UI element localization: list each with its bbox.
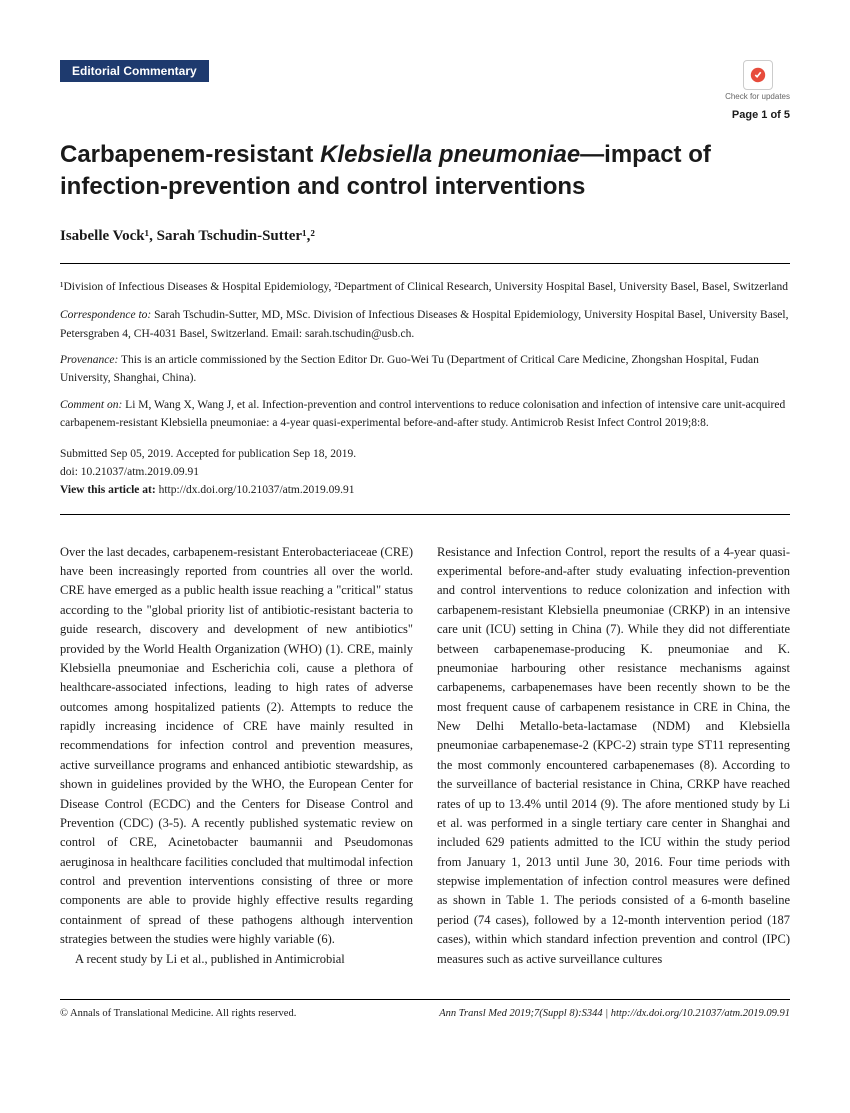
- authors: Isabelle Vock¹, Sarah Tschudin-Sutter¹,²: [60, 228, 790, 245]
- body-columns: Over the last decades, carbapenem-resist…: [60, 543, 790, 969]
- footer-copyright: © Annals of Translational Medicine. All …: [60, 1008, 296, 1019]
- page-footer: © Annals of Translational Medicine. All …: [60, 999, 790, 1019]
- affiliations: ¹Division of Infectious Diseases & Hospi…: [60, 278, 790, 296]
- check-updates-label: Check for updates: [725, 92, 790, 101]
- divider-top: [60, 263, 790, 264]
- title-part1: Carbapenem-resistant: [60, 141, 320, 168]
- page-container: Editorial Commentary Check for updates P…: [0, 0, 850, 1059]
- provenance-text: This is an article commissioned by the S…: [60, 354, 759, 384]
- category-badge: Editorial Commentary: [60, 60, 209, 82]
- correspondence-label: Correspondence to:: [60, 309, 151, 321]
- provenance-label: Provenance:: [60, 354, 118, 366]
- title-italic: Klebsiella pneumoniae: [320, 141, 580, 168]
- column-left: Over the last decades, carbapenem-resist…: [60, 543, 413, 969]
- doi-line: doi: 10.21037/atm.2019.09.91: [60, 463, 790, 481]
- divider-bottom: [60, 514, 790, 515]
- comment-on-label: Comment on:: [60, 399, 122, 411]
- publication-info: Submitted Sep 05, 2019. Accepted for pub…: [60, 445, 790, 500]
- comment-on-block: Comment on: Li M, Wang X, Wang J, et al.…: [60, 396, 790, 433]
- provenance-block: Provenance: This is an article commissio…: [60, 351, 790, 388]
- article-title: Carbapenem-resistant Klebsiella pneumoni…: [60, 139, 790, 204]
- correspondence-block: Correspondence to: Sarah Tschudin-Sutter…: [60, 306, 790, 343]
- submitted-date: Submitted Sep 05, 2019. Accepted for pub…: [60, 445, 790, 463]
- col1-para2: A recent study by Li et al., published i…: [60, 950, 413, 969]
- page-number: Page 1 of 5: [60, 109, 790, 121]
- correspondence-text: Sarah Tschudin-Sutter, MD, MSc. Division…: [60, 309, 788, 339]
- col2-para1: Resistance and Infection Control, report…: [437, 543, 790, 969]
- header-row: Editorial Commentary Check for updates: [60, 60, 790, 101]
- check-updates-widget[interactable]: Check for updates: [725, 60, 790, 101]
- check-updates-icon: [743, 60, 773, 90]
- view-article-url[interactable]: http://dx.doi.org/10.21037/atm.2019.09.9…: [156, 484, 355, 496]
- col1-para1: Over the last decades, carbapenem-resist…: [60, 543, 413, 950]
- comment-on-text: Li M, Wang X, Wang J, et al. Infection-p…: [60, 399, 785, 429]
- footer-citation: Ann Transl Med 2019;7(Suppl 8):S344 | ht…: [439, 1008, 790, 1019]
- column-right: Resistance and Infection Control, report…: [437, 543, 790, 969]
- view-article-label: View this article at:: [60, 484, 156, 496]
